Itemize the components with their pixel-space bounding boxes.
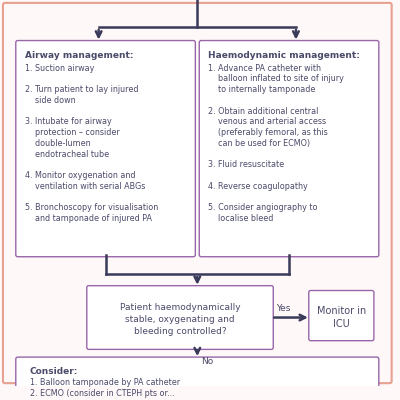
FancyBboxPatch shape xyxy=(309,290,374,341)
FancyBboxPatch shape xyxy=(16,40,195,257)
FancyBboxPatch shape xyxy=(87,286,273,349)
Text: Monitor in
ICU: Monitor in ICU xyxy=(317,306,366,329)
Text: 1. Balloon tamponade by PA catheter
2. ECMO (consider in CTEPH pts or...: 1. Balloon tamponade by PA catheter 2. E… xyxy=(30,378,180,398)
Text: Haemodynamic management:: Haemodynamic management: xyxy=(208,51,360,60)
FancyBboxPatch shape xyxy=(3,3,392,383)
Text: Patient haemodynamically
stable, oxygenating and
bleeding controlled?: Patient haemodynamically stable, oxygena… xyxy=(120,303,240,336)
FancyBboxPatch shape xyxy=(199,40,379,257)
FancyBboxPatch shape xyxy=(16,357,379,400)
Text: No: No xyxy=(201,357,214,366)
Text: Yes: Yes xyxy=(276,304,290,313)
Text: 1. Advance PA catheter with
    balloon inflated to site of injury
    to intern: 1. Advance PA catheter with balloon infl… xyxy=(208,64,344,223)
Text: 1. Suction airway

2. Turn patient to lay injured
    side down

3. Intubate for: 1. Suction airway 2. Turn patient to lay… xyxy=(25,64,158,223)
Text: Airway management:: Airway management: xyxy=(25,51,133,60)
Text: Consider:: Consider: xyxy=(30,367,78,376)
